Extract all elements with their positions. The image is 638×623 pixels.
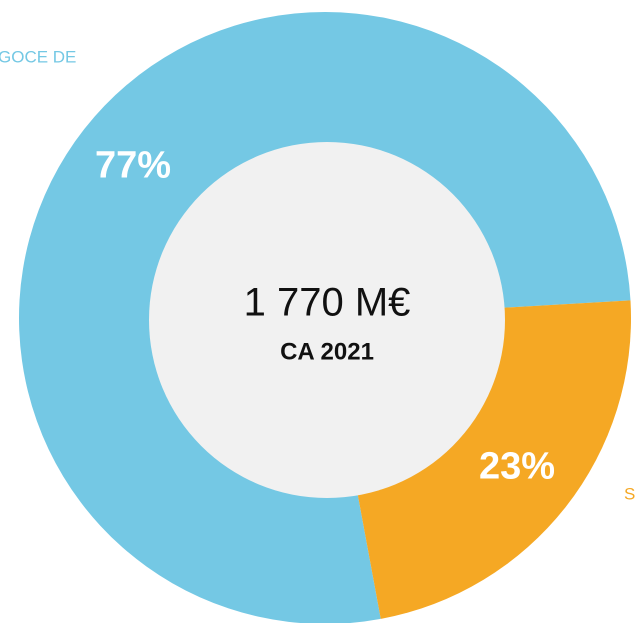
center-label: CA 2021 — [280, 338, 374, 365]
donut-hole — [149, 142, 505, 498]
value-label: 77% — [95, 144, 171, 186]
category-label: GOCE DE — [0, 47, 76, 66]
value-label: 23% — [479, 446, 555, 488]
center-value: 1 770 M€ — [244, 281, 411, 325]
category-label: S — [624, 484, 635, 503]
